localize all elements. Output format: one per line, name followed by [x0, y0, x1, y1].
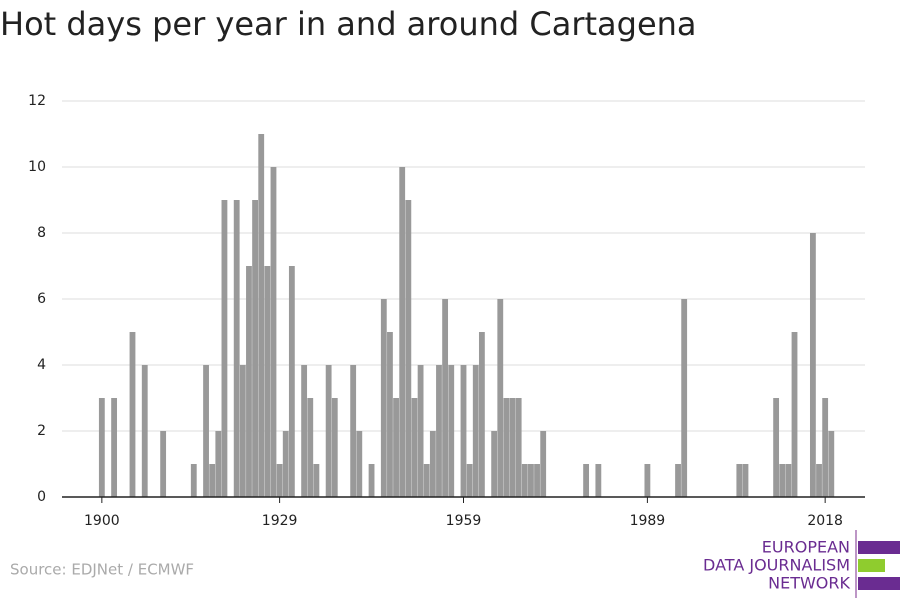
bar — [736, 464, 743, 497]
bar — [779, 464, 786, 497]
bar — [681, 299, 688, 497]
bar — [246, 266, 252, 497]
bar — [503, 398, 510, 497]
bar — [282, 431, 289, 497]
bar — [534, 464, 540, 497]
bar — [442, 299, 449, 497]
y-tick-label: 10 — [28, 159, 46, 175]
logo-bar — [858, 577, 900, 590]
bar — [313, 464, 320, 497]
logo-text: EUROPEAN — [762, 538, 850, 557]
bar — [540, 431, 547, 497]
bar — [399, 167, 406, 497]
chart-title: Hot days per year in and around Cartagen… — [0, 5, 697, 43]
bar — [264, 266, 271, 497]
bar — [270, 167, 277, 497]
bar — [742, 464, 749, 497]
bar — [472, 365, 479, 497]
bar — [160, 431, 167, 497]
bar — [644, 464, 651, 497]
bar — [221, 200, 228, 497]
bar — [466, 464, 473, 497]
bar — [411, 398, 418, 497]
bar — [785, 464, 792, 497]
bar — [405, 200, 412, 497]
logo-bar — [858, 541, 900, 554]
bar — [368, 464, 375, 497]
bar — [460, 365, 467, 497]
bar — [233, 200, 240, 497]
bar — [203, 365, 209, 497]
y-tick-label: 0 — [37, 489, 46, 505]
logo-text: DATA JOURNALISM — [703, 556, 850, 575]
x-tick-label: 1989 — [630, 513, 666, 529]
bar — [307, 398, 314, 497]
y-tick-label: 4 — [37, 357, 46, 373]
bar — [791, 332, 798, 497]
y-tick-label: 2 — [37, 423, 46, 439]
bar — [429, 431, 436, 497]
bar — [509, 398, 516, 497]
bar — [822, 398, 829, 497]
bar — [209, 464, 216, 497]
bar — [491, 431, 498, 497]
bar — [98, 398, 105, 497]
bar — [356, 431, 363, 497]
bar — [583, 464, 590, 497]
bar — [436, 365, 442, 497]
bar — [816, 464, 822, 497]
bar — [252, 200, 258, 497]
bar — [239, 365, 246, 497]
bar — [129, 332, 136, 497]
bar — [478, 332, 485, 497]
logo-text: NETWORK — [768, 574, 850, 593]
bar — [448, 365, 455, 497]
bar — [325, 365, 332, 497]
bar — [521, 464, 528, 497]
y-tick-label: 12 — [28, 93, 46, 109]
bar — [595, 464, 602, 497]
x-tick-label: 1959 — [446, 513, 482, 529]
logo-bar — [858, 559, 885, 572]
x-tick-label: 2018 — [807, 513, 843, 529]
x-tick-label: 1929 — [262, 513, 298, 529]
bar — [497, 299, 504, 497]
bar — [350, 365, 357, 497]
bar — [675, 464, 681, 497]
bar — [393, 398, 399, 497]
bar — [111, 398, 118, 497]
y-tick-label: 6 — [37, 291, 46, 307]
bar — [528, 464, 534, 497]
y-tick-label: 8 — [37, 225, 46, 241]
bar — [288, 266, 295, 497]
bar — [141, 365, 148, 497]
bar — [417, 365, 424, 497]
bar — [301, 365, 308, 497]
bar — [331, 398, 338, 497]
bar — [423, 464, 430, 497]
bar — [773, 398, 780, 497]
bar — [380, 299, 387, 497]
bar — [809, 233, 816, 497]
bar — [276, 464, 283, 497]
source: Source: EDJNet / ECMWF — [10, 561, 194, 579]
bar — [258, 134, 265, 497]
bar — [828, 431, 835, 497]
x-tick-label: 1900 — [84, 513, 120, 529]
bar — [190, 464, 197, 497]
bar — [215, 431, 222, 497]
bar — [387, 332, 393, 497]
bar — [515, 398, 522, 497]
